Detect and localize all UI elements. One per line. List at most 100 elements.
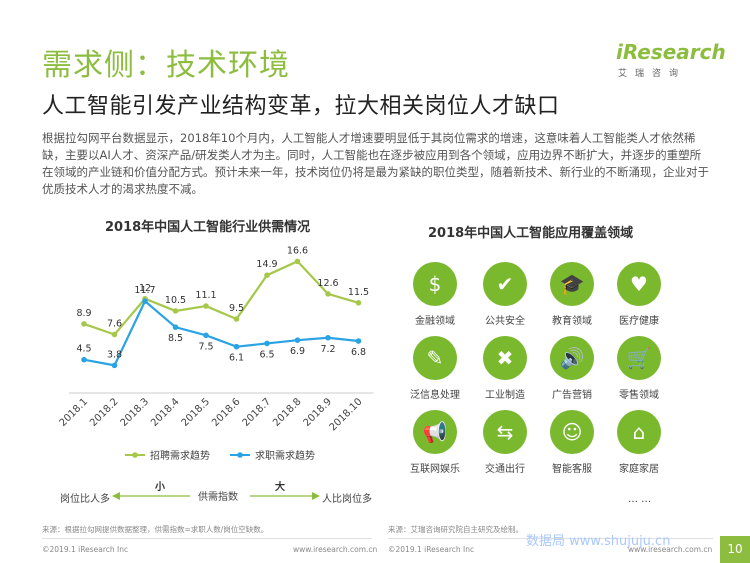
supply-demand-line-chart: 8.9 7.6 12 10.5 11.1 9.5 14.9 16.6 12.6 11.5 4.5 3.… <box>58 245 374 462</box>
app-domain-label: 工业制造 <box>485 390 525 401</box>
data-label: 11.1 <box>195 290 216 301</box>
apps-title: 2018年中国人工智能应用覆盖领域 <box>428 226 634 241</box>
logo-text: iResearch <box>616 40 726 64</box>
app-domain-label: 智能客服 <box>552 464 592 475</box>
copyright-left: ©2019.1 iResearch Inc <box>42 545 129 554</box>
megaphone-icon: 📢 <box>413 410 457 454</box>
series-line-2 <box>83 299 359 367</box>
data-label: 9.5 <box>229 303 244 314</box>
app-domain-label: 泛信息处理 <box>410 390 460 401</box>
data-label: 16.6 <box>287 245 308 256</box>
series-line-1 <box>83 260 359 336</box>
data-label: 6.5 <box>259 349 274 360</box>
supply-index-scale: 岗位比人多 小 供需指数 大 人比岗位多 <box>40 478 380 508</box>
data-point <box>81 321 87 327</box>
copyright-right: ©2019.1 iResearch Inc <box>388 545 475 554</box>
legend-marker <box>237 452 243 458</box>
app-domain-label: 零售领域 <box>619 390 659 401</box>
x-tick-label: 2018.7 <box>241 396 274 429</box>
app-domain-label: 互联网娱乐 <box>410 464 460 475</box>
app-domain-label: 广告营销 <box>552 390 592 401</box>
watermark: 数据局 www.shujuju.cn <box>526 534 671 549</box>
scale-middle-label: 供需指数 <box>198 492 238 503</box>
document-edit-icon: ✎ <box>413 336 457 380</box>
source-right: 来源：艾瑞咨询研究院自主研究及绘制。 <box>388 525 523 534</box>
x-tick-label: 2018.1 <box>58 396 91 429</box>
x-tick-label: 2018.2 <box>88 396 121 429</box>
data-point <box>172 308 179 314</box>
tools-icon: ✖ <box>483 336 527 380</box>
data-label: 11.5 <box>348 287 369 298</box>
scale-big-label: 大 <box>275 482 285 493</box>
apps-grid: $ 金融领域 ✔ 公共安全 🎓 教育领域 ♥ 医疗健康 ✎ 泛信息处理 ✖ 工业制造 🔊 广告营销 🛒 零售领… <box>395 262 695 512</box>
data-label: 8.9 <box>76 308 91 319</box>
data-label: 6.1 <box>229 353 244 364</box>
data-label: 10.5 <box>165 295 186 306</box>
data-point <box>203 332 209 339</box>
footer-divider-right <box>388 538 713 539</box>
data-point <box>203 303 209 309</box>
x-tick-label: 2018.5 <box>180 396 213 429</box>
data-point <box>355 338 362 344</box>
data-label: 6.8 <box>351 347 366 358</box>
apps-more: … … <box>628 494 652 505</box>
page-title: 需求侧：技术环境 <box>42 48 290 83</box>
x-tick-label: 2018.6 <box>210 396 243 429</box>
data-point <box>142 298 148 304</box>
shield-icon: ✔ <box>483 262 527 306</box>
data-point <box>294 337 301 343</box>
scale-small-label: 小 <box>155 482 165 493</box>
page-subtitle: 人工智能引发产业结构变革，拉大相关岗位人才缺口 <box>42 94 560 119</box>
data-label: 12 <box>139 283 151 294</box>
signpost-icon: ⇆ <box>483 410 527 454</box>
home-icon: ⌂ <box>617 410 661 454</box>
data-label: 12.6 <box>317 278 338 289</box>
data-label: 4.5 <box>76 344 91 355</box>
scale-right-label: 人比岗位多 <box>322 494 372 505</box>
data-label: 7.5 <box>198 341 213 352</box>
data-point <box>264 340 270 347</box>
data-point <box>355 300 362 306</box>
shopping-cart-icon: 🛒 <box>617 336 661 380</box>
app-domain-label: 教育领域 <box>552 316 592 327</box>
scale-left-label: 岗位比人多 <box>60 494 110 505</box>
url-left: www.iresearch.com.cn <box>293 545 378 554</box>
legend-marker <box>132 452 138 458</box>
graduation-cap-icon: 🎓 <box>550 262 594 306</box>
x-tick-label: 2018.10 <box>328 396 365 433</box>
data-point <box>111 331 118 338</box>
x-tick-label: 2018.4 <box>149 396 182 429</box>
speaker-icon: 🔊 <box>550 336 594 380</box>
data-point <box>264 272 270 278</box>
data-label: 7.6 <box>107 319 122 330</box>
app-domain-label: 金融领域 <box>415 316 455 327</box>
data-point <box>233 316 240 322</box>
data-point <box>325 291 331 297</box>
body-paragraph: 根据拉勾网平台数据显示，2018年10个月内，人工智能人才增速要明显低于其岗位需… <box>42 131 709 196</box>
source-left: 来源：根据拉勾网提供数据整理，供需指数=求职人数/岗位空缺数。 <box>42 525 269 534</box>
scale-arrows <box>112 492 320 500</box>
data-point <box>81 356 87 363</box>
data-point <box>325 334 331 341</box>
money-bag-icon: $ <box>413 262 457 306</box>
data-point <box>294 258 301 265</box>
data-label: 11.7 <box>134 285 155 296</box>
legend-label: 招聘需求趋势 <box>150 449 210 462</box>
footer-divider-left <box>42 538 372 539</box>
url-right: www.iresearch.com.cn <box>628 545 713 554</box>
x-tick-label: 2018.3 <box>119 396 152 429</box>
app-domain-label: 公共安全 <box>485 316 525 327</box>
data-label: 8.5 <box>168 333 183 344</box>
data-label: 14.9 <box>256 259 277 270</box>
data-label: 7.2 <box>320 344 335 355</box>
data-label: 3.8 <box>107 349 122 360</box>
iresearch-logo: iResearch 艾瑞咨询 <box>616 40 726 79</box>
customer-service-icon: ☺ <box>550 410 594 454</box>
app-domain-label: 家庭家居 <box>619 464 659 475</box>
legend-label: 求职需求趋势 <box>255 449 315 462</box>
data-label: 6.9 <box>290 346 305 357</box>
x-tick-label: 2018.8 <box>271 396 304 429</box>
heart-icon: ♥ <box>617 262 661 306</box>
page-number: 10 <box>720 536 750 563</box>
app-domain-label: 医疗健康 <box>619 316 659 327</box>
